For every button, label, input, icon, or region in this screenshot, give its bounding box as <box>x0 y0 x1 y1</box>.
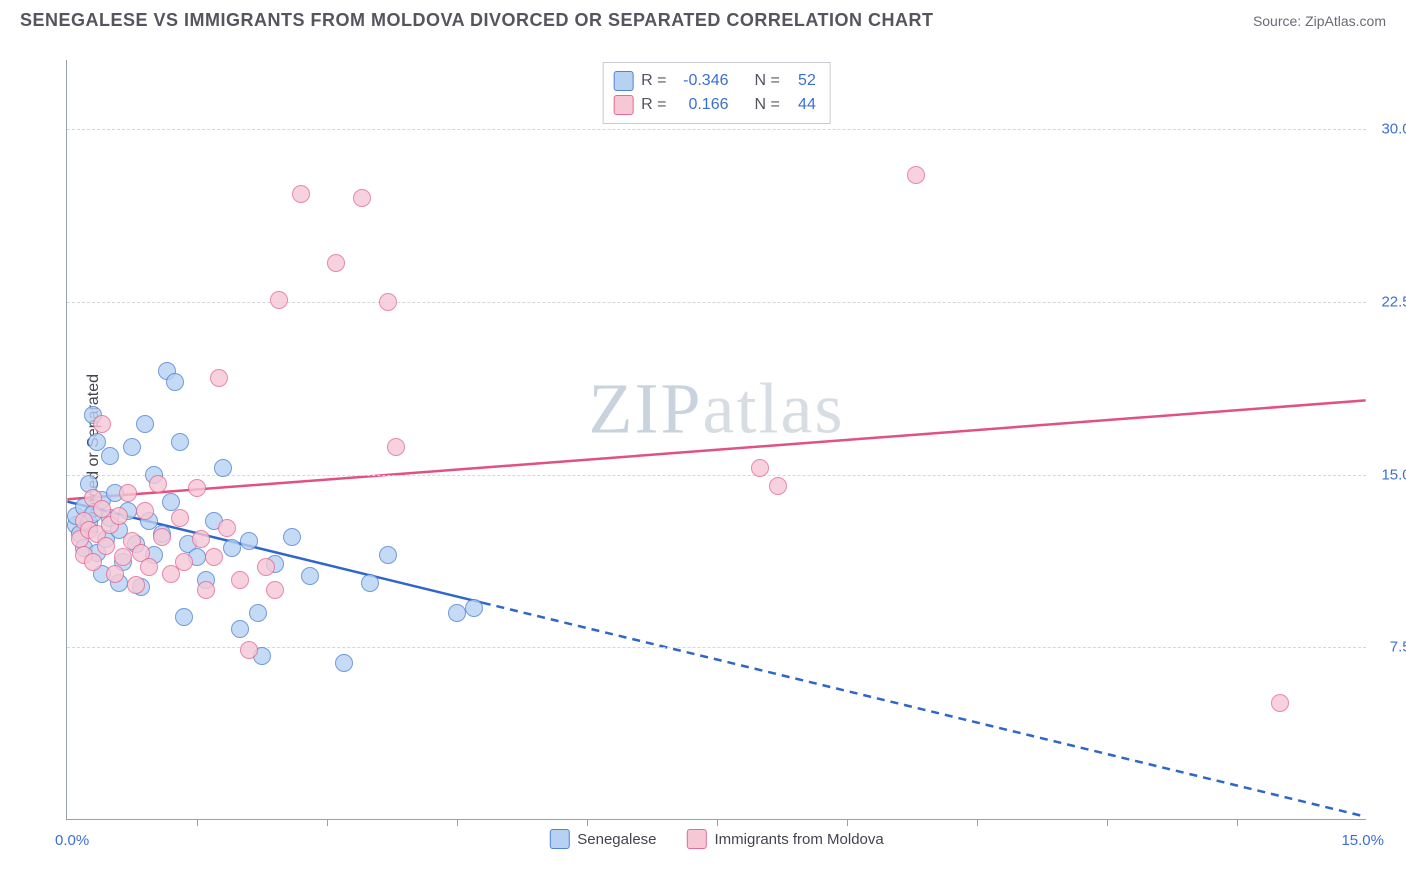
y-tick-label: 7.5% <box>1390 639 1406 656</box>
data-point <box>448 604 466 622</box>
swatch-senegalese-icon <box>613 71 633 91</box>
y-tick-label: 15.0% <box>1381 466 1406 483</box>
y-tick-label: 30.0% <box>1381 121 1406 138</box>
data-point <box>231 571 249 589</box>
data-point <box>140 558 158 576</box>
x-tick <box>1107 819 1108 826</box>
legend-item-senegalese: Senegalese <box>549 829 656 849</box>
series-legend: Senegalese Immigrants from Moldova <box>549 829 883 849</box>
data-point <box>240 641 258 659</box>
data-point <box>240 532 258 550</box>
x-axis-min-label: 0.0% <box>55 832 89 849</box>
data-point <box>231 620 249 638</box>
r-value-moldova: 0.166 <box>675 93 729 117</box>
data-point <box>361 574 379 592</box>
r-label: R = <box>641 69 666 93</box>
data-point <box>465 599 483 617</box>
data-point <box>153 528 171 546</box>
x-tick <box>847 819 848 826</box>
data-point <box>197 581 215 599</box>
data-point <box>249 604 267 622</box>
swatch-senegalese-icon <box>549 829 569 849</box>
n-value-senegalese: 52 <box>788 69 816 93</box>
data-point <box>387 438 405 456</box>
x-tick <box>327 819 328 826</box>
data-point <box>205 548 223 566</box>
data-point <box>266 581 284 599</box>
data-point <box>97 537 115 555</box>
n-label: N = <box>755 93 780 117</box>
data-point <box>106 565 124 583</box>
data-point <box>769 477 787 495</box>
stats-legend: R = -0.346 N = 52 R = 0.166 N = 44 <box>602 62 831 124</box>
legend-label-moldova: Immigrants from Moldova <box>715 831 884 848</box>
legend-item-moldova: Immigrants from Moldova <box>687 829 884 849</box>
watermark: ZIPatlas <box>589 368 845 451</box>
stats-row-senegalese: R = -0.346 N = 52 <box>613 69 816 93</box>
data-point <box>119 484 137 502</box>
x-tick <box>197 819 198 826</box>
data-point <box>379 546 397 564</box>
chart-title: SENEGALESE VS IMMIGRANTS FROM MOLDOVA DI… <box>20 10 934 31</box>
data-point <box>301 567 319 585</box>
data-point <box>283 528 301 546</box>
data-point <box>257 558 275 576</box>
data-point <box>292 185 310 203</box>
chart-area: Divorced or Separated ZIPatlas R = -0.34… <box>20 44 1386 864</box>
gridline <box>67 129 1366 130</box>
chart-source: Source: ZipAtlas.com <box>1253 13 1386 29</box>
data-point <box>907 166 925 184</box>
r-label: R = <box>641 93 666 117</box>
r-value-senegalese: -0.346 <box>675 69 729 93</box>
swatch-moldova-icon <box>687 829 707 849</box>
data-point <box>751 459 769 477</box>
data-point <box>171 509 189 527</box>
data-point <box>327 254 345 272</box>
data-point <box>123 438 141 456</box>
x-axis-max-label: 15.0% <box>1341 832 1384 849</box>
data-point <box>379 293 397 311</box>
data-point <box>136 415 154 433</box>
data-point <box>93 415 111 433</box>
data-point <box>175 553 193 571</box>
data-point <box>188 479 206 497</box>
x-tick <box>457 819 458 826</box>
data-point <box>214 459 232 477</box>
data-point <box>210 369 228 387</box>
x-tick <box>587 819 588 826</box>
data-point <box>84 553 102 571</box>
data-point <box>101 447 119 465</box>
data-point <box>136 502 154 520</box>
data-point <box>166 373 184 391</box>
data-point <box>1271 694 1289 712</box>
x-tick <box>977 819 978 826</box>
data-point <box>127 576 145 594</box>
data-point <box>218 519 236 537</box>
gridline <box>67 302 1366 303</box>
n-value-moldova: 44 <box>788 93 816 117</box>
data-point <box>335 654 353 672</box>
legend-label-senegalese: Senegalese <box>577 831 656 848</box>
data-point <box>192 530 210 548</box>
y-tick-label: 22.5% <box>1381 293 1406 310</box>
data-point <box>149 475 167 493</box>
trend-lines <box>67 60 1366 819</box>
swatch-moldova-icon <box>613 95 633 115</box>
data-point <box>110 507 128 525</box>
chart-header: SENEGALESE VS IMMIGRANTS FROM MOLDOVA DI… <box>0 0 1406 37</box>
data-point <box>175 608 193 626</box>
x-tick <box>1237 819 1238 826</box>
data-point <box>114 548 132 566</box>
stats-row-moldova: R = 0.166 N = 44 <box>613 93 816 117</box>
data-point <box>270 291 288 309</box>
data-point <box>223 539 241 557</box>
gridline <box>67 475 1366 476</box>
data-point <box>171 433 189 451</box>
n-label: N = <box>755 69 780 93</box>
data-point <box>353 189 371 207</box>
plot-region: ZIPatlas R = -0.346 N = 52 R = 0.166 N =… <box>66 60 1366 820</box>
x-tick <box>717 819 718 826</box>
